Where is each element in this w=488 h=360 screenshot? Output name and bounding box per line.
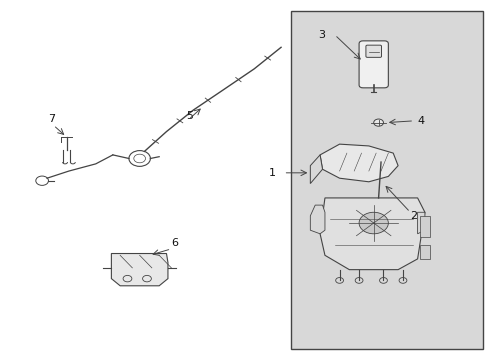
Polygon shape — [417, 212, 424, 234]
Bar — [290, 12, 483, 348]
FancyBboxPatch shape — [358, 41, 387, 88]
Text: 7: 7 — [48, 114, 55, 125]
Polygon shape — [320, 198, 424, 270]
Bar — [419, 216, 429, 237]
FancyBboxPatch shape — [365, 45, 381, 57]
Text: 3: 3 — [317, 30, 325, 40]
Text: 6: 6 — [171, 238, 178, 248]
Text: 2: 2 — [409, 211, 417, 221]
Polygon shape — [310, 205, 325, 234]
Text: 5: 5 — [185, 111, 193, 121]
Bar — [419, 244, 429, 259]
Polygon shape — [111, 253, 167, 286]
Text: 1: 1 — [269, 168, 276, 178]
Circle shape — [373, 119, 383, 126]
Circle shape — [358, 212, 387, 234]
Polygon shape — [320, 144, 397, 182]
Text: 4: 4 — [417, 116, 424, 126]
Polygon shape — [310, 155, 322, 184]
